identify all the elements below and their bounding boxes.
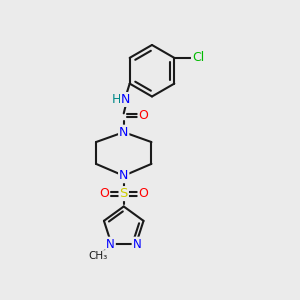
Text: N: N <box>121 93 130 106</box>
Text: N: N <box>133 238 141 250</box>
Text: N: N <box>106 238 115 250</box>
Text: O: O <box>139 109 148 122</box>
Text: S: S <box>119 187 128 200</box>
Text: Cl: Cl <box>192 51 204 64</box>
Text: N: N <box>119 169 128 182</box>
Text: CH₃: CH₃ <box>88 251 107 261</box>
Text: O: O <box>139 187 148 200</box>
Text: N: N <box>119 126 128 139</box>
Text: O: O <box>99 187 109 200</box>
Text: H: H <box>112 93 122 106</box>
